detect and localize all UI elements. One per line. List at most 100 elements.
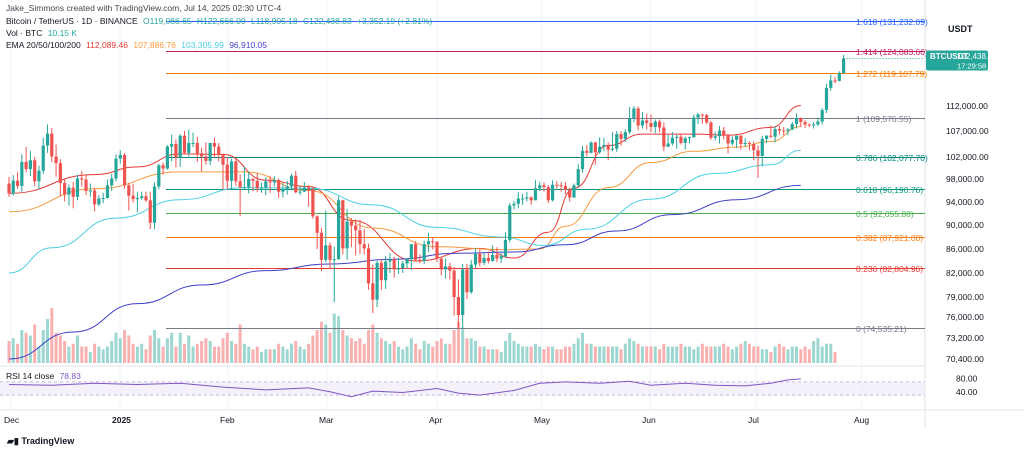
- candle-body: [469, 264, 473, 293]
- candle-body: [165, 146, 169, 169]
- volume-bar: [208, 341, 212, 363]
- candle-body: [653, 121, 657, 127]
- last-price-value: 122,438.83: [957, 52, 998, 61]
- candle-body: [135, 197, 139, 200]
- volume-bar: [546, 346, 550, 363]
- volume-bar: [191, 346, 195, 363]
- candle-body: [687, 137, 692, 139]
- volume-bar: [195, 343, 199, 363]
- candle-body: [362, 244, 366, 249]
- symbol-label[interactable]: Bitcoin / TetherUS · 1D · BINANCE: [6, 16, 138, 26]
- volume-bar: [585, 343, 589, 363]
- volume-bar: [444, 343, 448, 363]
- volume-bar: [512, 341, 516, 363]
- low-value: L118,905.18: [250, 16, 298, 26]
- fib-level-label: 0.236 (82,804.96): [856, 264, 923, 274]
- volume-bar: [521, 346, 525, 363]
- last-price-countdown: 17:29:58: [957, 61, 986, 70]
- volume-bar: [747, 343, 751, 363]
- volume-bar: [50, 308, 54, 363]
- candle-body: [191, 142, 195, 144]
- candle-body: [152, 186, 157, 223]
- candle-body: [448, 266, 452, 271]
- candle-body: [37, 170, 41, 182]
- volume-bar: [726, 346, 730, 363]
- volume-bar: [730, 349, 734, 363]
- candle-body: [833, 80, 837, 82]
- fib-level-label: 0.382 (87,921.00): [856, 233, 923, 243]
- candle-body: [54, 156, 58, 164]
- candle-body: [593, 142, 597, 153]
- candle-body: [264, 181, 268, 188]
- volume-bar: [786, 349, 790, 363]
- volume-bar: [101, 349, 105, 363]
- volume-bar: [401, 349, 405, 363]
- volume-bar: [375, 332, 379, 363]
- ema200-value: 96,910.05: [229, 40, 268, 50]
- candle-body: [174, 144, 178, 158]
- candle-body: [24, 161, 28, 170]
- rsi-tick-label: 40.00: [956, 387, 978, 397]
- volume-bar: [610, 346, 614, 363]
- candle-body: [610, 148, 615, 150]
- volume-bar: [148, 335, 152, 363]
- candle-body: [105, 185, 110, 198]
- volume-bar: [602, 346, 606, 363]
- candle-body: [478, 253, 482, 263]
- volume-bar: [131, 343, 135, 363]
- candle-body: [302, 187, 306, 192]
- volume-bar: [247, 346, 251, 363]
- candle-body: [392, 259, 396, 270]
- candle-body: [144, 196, 148, 201]
- candle-body: [516, 198, 520, 204]
- volume-bar: [88, 352, 92, 363]
- price-tick-label: 98,000.00: [946, 174, 984, 184]
- candle-body: [371, 283, 375, 300]
- rsi-label[interactable]: RSI 14 close: [6, 371, 55, 381]
- candle-body: [675, 136, 679, 138]
- close-value: C122,438.83: [303, 16, 352, 26]
- candle-body: [88, 190, 92, 192]
- last-price-tag: [926, 50, 988, 71]
- price-tick-label: 82,000.00: [946, 268, 984, 278]
- volume-bar: [606, 346, 610, 363]
- ema-line: [8, 184, 801, 360]
- rsi-line: [8, 378, 801, 398]
- volume-bar: [576, 338, 580, 363]
- candle-body: [538, 185, 542, 189]
- volume-bar: [491, 349, 495, 363]
- volume-bar: [157, 338, 161, 363]
- candle-body: [422, 244, 426, 261]
- volume-bar: [422, 341, 426, 363]
- volume-bar: [307, 343, 311, 363]
- candle-body: [439, 258, 443, 270]
- candle-body: [743, 142, 747, 144]
- candle-body: [491, 255, 495, 261]
- price-tick-label: 76,000.00: [946, 312, 984, 322]
- candle-body: [431, 241, 435, 243]
- volume-bar: [782, 346, 786, 363]
- ema100-value: 103,305.99: [181, 40, 224, 50]
- candle-body: [285, 186, 289, 189]
- volume-bar: [161, 346, 165, 363]
- candle-body: [324, 245, 328, 260]
- tradingview-logo-icon: ▰▮: [7, 436, 22, 446]
- candle-body: [508, 205, 512, 240]
- volume-bar: [349, 338, 353, 363]
- candle-body: [15, 180, 20, 186]
- candle-body: [769, 135, 773, 137]
- ema-legend: EMA 20/50/100/200 112,089.46 107,886.76 …: [6, 40, 270, 50]
- candle-body: [298, 191, 302, 193]
- candle-body: [63, 183, 67, 195]
- volume-bar: [405, 346, 409, 363]
- volume-bar: [700, 343, 704, 363]
- candle-body: [384, 261, 388, 281]
- rsi-band: [0, 381, 925, 396]
- candle-body: [195, 142, 199, 154]
- time-tick-label: Feb: [220, 415, 235, 425]
- volume-label[interactable]: Vol · BTC: [6, 28, 43, 38]
- volume-bar: [503, 341, 507, 363]
- price-tick-label: 73,200.00: [946, 333, 984, 343]
- ema-label[interactable]: EMA 20/50/100/200: [6, 40, 81, 50]
